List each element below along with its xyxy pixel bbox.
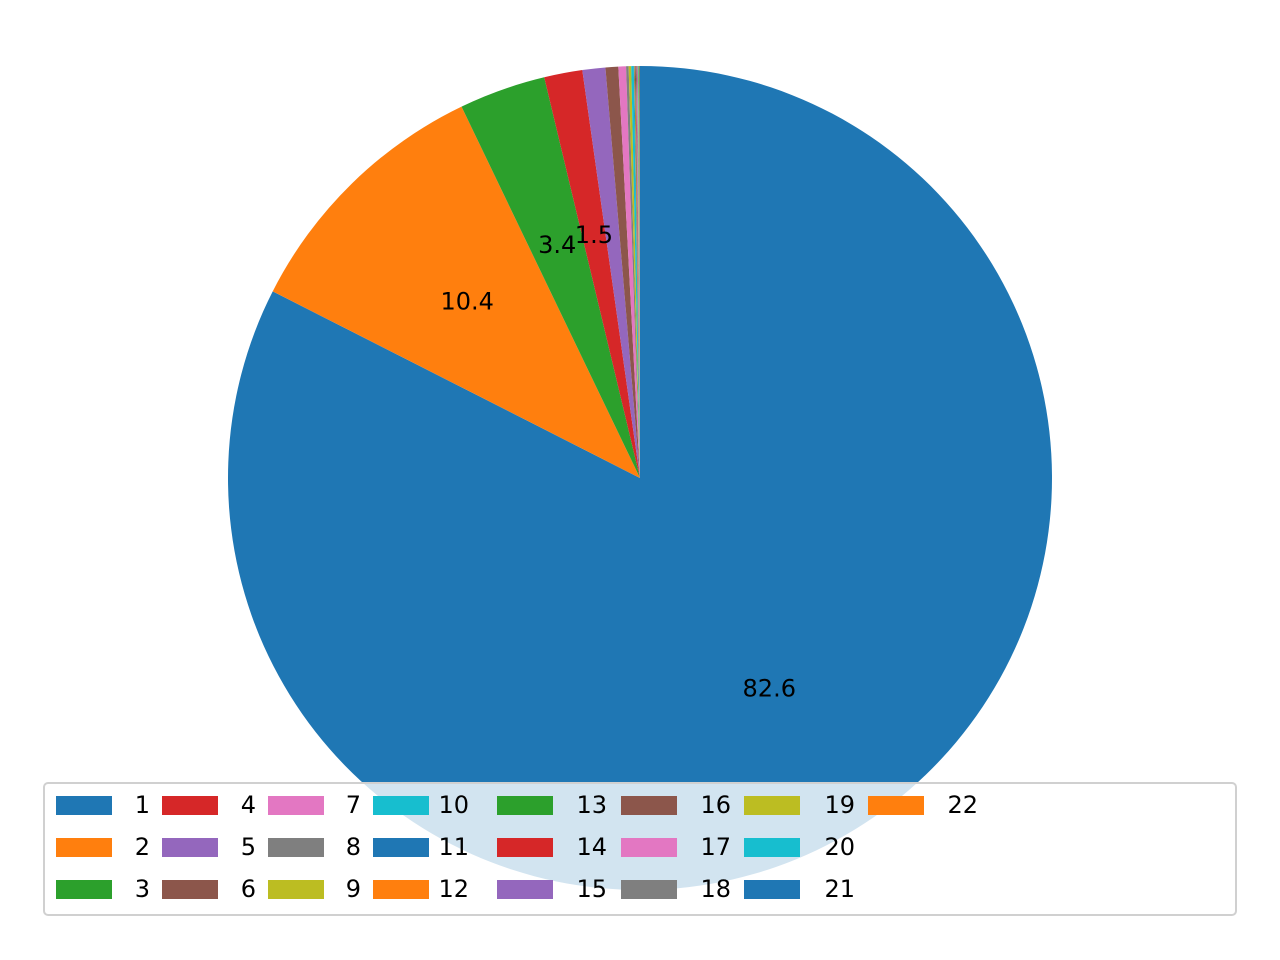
- legend-item-18: 18: [621, 875, 731, 903]
- legend-swatch-4: [162, 796, 218, 815]
- pie-slice-4: [544, 70, 640, 478]
- legend-item-2: 2: [56, 833, 150, 861]
- pie-slice-2: [272, 106, 640, 478]
- legend-label-13: 13: [576, 791, 607, 819]
- legend-item-22: 22: [868, 791, 978, 819]
- legend-item-17: 17: [621, 833, 731, 861]
- legend-item-3: 3: [56, 875, 150, 903]
- legend-item-4: 4: [162, 791, 256, 819]
- pie-slice-9: [628, 66, 640, 478]
- legend-label-8: 8: [346, 833, 361, 861]
- pie-slice-6: [605, 66, 640, 479]
- legend-label-6: 6: [241, 875, 256, 903]
- pie-slice-18: [637, 66, 640, 478]
- legend-item-15: 15: [497, 875, 607, 903]
- legend-label-14: 14: [576, 833, 607, 861]
- pie-slice-labels: 82.6 10.4 3.41.5: [440, 221, 796, 703]
- legend-item-13: 13: [497, 791, 607, 819]
- legend-item-1: 1: [56, 791, 150, 819]
- legend-swatch-13: [497, 796, 553, 815]
- legend-label-17: 17: [700, 833, 731, 861]
- pie-slice-21: [638, 66, 640, 478]
- legend-swatch-18: [621, 880, 677, 899]
- legend-swatch-17: [621, 838, 677, 857]
- legend-label-22: 22: [947, 791, 978, 819]
- legend-label-21: 21: [824, 875, 855, 903]
- slice-label-2: 10.4: [440, 287, 493, 315]
- pie-slice-20: [638, 66, 640, 479]
- legend-swatch-20: [744, 838, 800, 857]
- legend-label-12: 12: [438, 875, 469, 903]
- legend-label-2: 2: [135, 833, 150, 861]
- pie-slice-7: [618, 66, 640, 479]
- pie-slices: [227, 66, 1052, 890]
- pie-slice-10: [631, 66, 640, 478]
- legend-label-9: 9: [346, 875, 361, 903]
- legend-swatch-10: [373, 796, 429, 815]
- slice-label-4: 1.5: [575, 221, 613, 249]
- legend-item-5: 5: [162, 833, 256, 861]
- legend-item-19: 19: [744, 791, 855, 819]
- pie-slice-5: [582, 67, 640, 478]
- legend-item-9: 9: [268, 875, 361, 903]
- legend-item-7: 7: [268, 791, 361, 819]
- legend-swatch-15: [497, 880, 553, 899]
- legend-swatch-11: [373, 838, 429, 857]
- legend-swatch-1: [56, 796, 112, 815]
- legend-label-1: 1: [135, 791, 150, 819]
- legend-item-21: 21: [744, 875, 855, 903]
- legend-swatch-19: [744, 796, 800, 815]
- slice-label-1: 82.6: [743, 675, 796, 703]
- legend-swatch-3: [56, 880, 112, 899]
- legend-label-11: 11: [438, 833, 469, 861]
- pie-slice-3: [461, 77, 640, 478]
- legend-swatch-8: [268, 838, 324, 857]
- pie-slice-17: [636, 66, 640, 478]
- legend-label-16: 16: [700, 791, 731, 819]
- legend-item-20: 20: [744, 833, 855, 861]
- legend-label-18: 18: [700, 875, 731, 903]
- legend-label-10: 10: [438, 791, 469, 819]
- legend-item-16: 16: [621, 791, 731, 819]
- pie-slice-16: [636, 66, 640, 478]
- legend-item-6: 6: [162, 875, 256, 903]
- legend-label-3: 3: [135, 875, 150, 903]
- legend-swatch-14: [497, 838, 553, 857]
- legend-label-7: 7: [346, 791, 361, 819]
- legend-swatch-12: [373, 880, 429, 899]
- legend-swatch-22: [868, 796, 924, 815]
- pie-slice-14: [635, 66, 640, 479]
- pie-slice-22: [639, 66, 640, 478]
- legend-swatch-2: [56, 838, 112, 857]
- pie-slice-12: [634, 66, 640, 478]
- slice-label-3: 3.4: [538, 231, 576, 259]
- pie-slice-19: [637, 66, 640, 478]
- legend-label-5: 5: [241, 833, 256, 861]
- legend-item-12: 12: [373, 875, 469, 903]
- legend-label-4: 4: [241, 791, 256, 819]
- legend-swatch-9: [268, 880, 324, 899]
- legend-swatch-21: [744, 880, 800, 899]
- legend-item-11: 11: [373, 833, 469, 861]
- legend-label-20: 20: [824, 833, 855, 861]
- legend-swatch-5: [162, 838, 218, 857]
- legend-label-19: 19: [824, 791, 855, 819]
- legend-label-15: 15: [576, 875, 607, 903]
- legend-item-10: 10: [373, 791, 469, 819]
- pie-slice-11: [633, 66, 640, 479]
- legend-item-14: 14: [497, 833, 607, 861]
- legend-swatch-7: [268, 796, 324, 815]
- legend-swatch-16: [621, 796, 677, 815]
- legend-item-8: 8: [268, 833, 361, 861]
- legend-swatch-6: [162, 880, 218, 899]
- pie-slice-8: [626, 66, 640, 479]
- pie-slice-15: [635, 66, 640, 478]
- pie-slice-13: [634, 66, 640, 478]
